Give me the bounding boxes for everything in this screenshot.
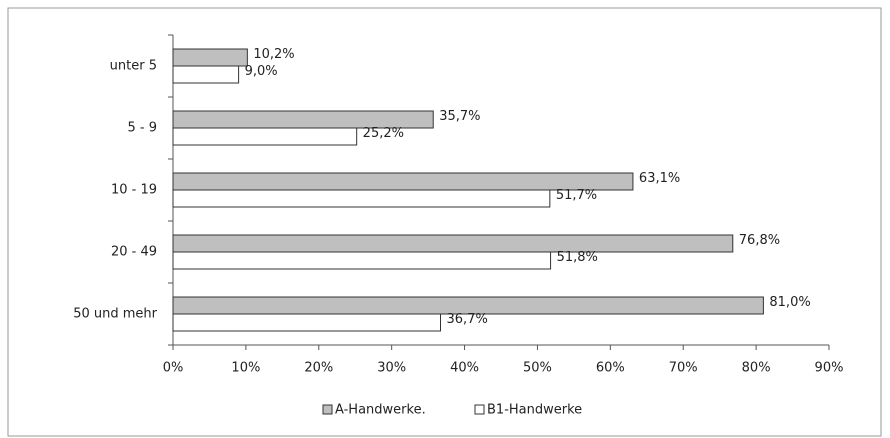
bar (172, 296, 764, 315)
bar (172, 65, 240, 84)
legend-label: B1-Handwerke (487, 403, 582, 418)
bar (172, 251, 552, 270)
legend-swatch (322, 404, 333, 415)
value-label: 51,8% (557, 250, 598, 265)
y-tick-label: 5 - 9 (128, 121, 158, 136)
x-tick-label: 0% (163, 361, 184, 376)
x-tick-label: 30% (377, 361, 406, 376)
value-label: 9,0% (245, 64, 278, 79)
value-label: 63,1% (639, 171, 680, 186)
x-tick-label: 80% (742, 361, 771, 376)
x-tick-label: 20% (304, 361, 333, 376)
chart-frame (7, 7, 882, 437)
y-tick-label: 20 - 49 (111, 245, 157, 260)
bar (172, 127, 358, 146)
x-tick-label: 60% (596, 361, 625, 376)
x-tick-label: 40% (450, 361, 479, 376)
value-label: 25,2% (363, 126, 404, 141)
legend-swatch (474, 404, 485, 415)
legend-label: A-Handwerke. (335, 403, 426, 418)
value-label: 81,0% (769, 295, 810, 310)
value-label: 10,2% (253, 47, 294, 62)
value-label: 36,7% (447, 312, 488, 327)
x-tick-label: 50% (523, 361, 552, 376)
x-tick-label: 70% (669, 361, 698, 376)
bar (172, 48, 248, 67)
y-tick-label: 10 - 19 (111, 183, 157, 198)
value-label: 76,8% (739, 233, 780, 248)
y-tick-label: 50 und mehr (73, 307, 157, 322)
x-tick-label: 90% (815, 361, 844, 376)
bar (172, 313, 442, 332)
value-label: 51,7% (556, 188, 597, 203)
y-tick-label: unter 5 (110, 59, 157, 74)
value-label: 35,7% (439, 109, 480, 124)
bar (172, 234, 734, 253)
x-tick-label: 10% (231, 361, 260, 376)
bar (172, 189, 551, 208)
